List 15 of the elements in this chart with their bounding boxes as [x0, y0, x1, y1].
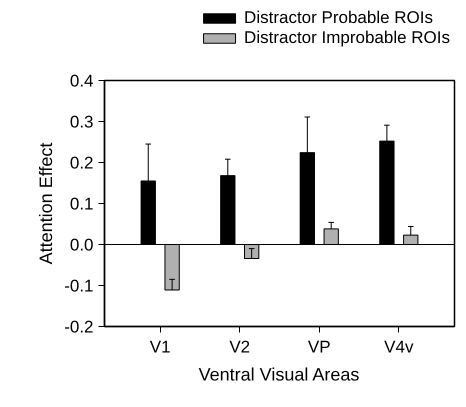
legend-label: Distractor Improbable ROIs	[244, 28, 450, 48]
x-axis-title: Ventral Visual Areas	[198, 364, 360, 384]
x-tick-label: V2	[229, 338, 250, 356]
y-tick-label: 0.2	[70, 154, 94, 172]
y-tick-label: -0.1	[64, 276, 94, 296]
y-tick-label: 0.0	[70, 236, 94, 254]
y-tick-label: 0.4	[70, 72, 94, 90]
x-tick-label: V1	[150, 338, 171, 356]
x-tick-label: VP	[308, 338, 331, 356]
y-tick-label: -0.2	[64, 318, 94, 336]
legend-label: Distractor Probable ROIs	[244, 8, 433, 28]
y-axis-title: Attention Effect	[36, 142, 56, 264]
y-tick-label: 0.3	[70, 112, 94, 132]
y-tick-label: 0.1	[70, 194, 94, 214]
x-tick-label: V4v	[384, 338, 414, 356]
